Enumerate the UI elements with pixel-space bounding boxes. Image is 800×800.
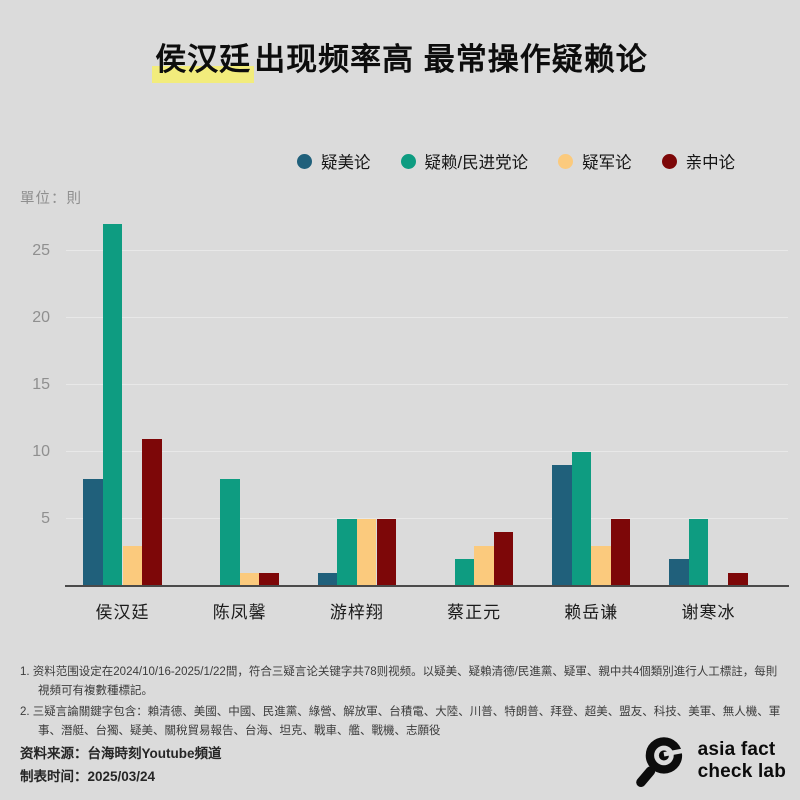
bar-亲中论-谢寒冰 bbox=[728, 572, 748, 586]
bar-疑美论-赖岳谦 bbox=[552, 465, 572, 586]
bar-疑赖/民进党论-侯汉廷 bbox=[102, 224, 123, 586]
bar-疑赖/民进党论-陈凤馨 bbox=[220, 478, 240, 586]
bar-疑美论-谢寒冰 bbox=[669, 559, 689, 586]
bar-亲中论-侯汉廷 bbox=[142, 438, 162, 586]
gridline bbox=[66, 250, 788, 251]
logo-line-2: check lab bbox=[697, 761, 786, 782]
footnote-2: 2. 三疑言論關鍵字包含：賴清德、美國、中國、民進黨、綠營、解放軍、台積電、大陸… bbox=[20, 706, 781, 737]
y-tick-label: 25 bbox=[32, 242, 50, 259]
gridline bbox=[66, 317, 788, 318]
bar-疑军论-陈凤馨 bbox=[239, 572, 260, 586]
y-tick-label: 20 bbox=[32, 309, 50, 326]
bar-亲中论-游梓翔 bbox=[376, 519, 397, 586]
title-highlighted-name: 侯汉廷 bbox=[152, 42, 255, 83]
x-axis-label-游梓翔: 游梓翔 bbox=[329, 603, 384, 622]
page-title: 侯汉廷出现频率高 最常操作疑赖论 bbox=[0, 38, 800, 83]
bar-疑赖/民进党论-蔡正元 bbox=[454, 559, 475, 586]
bar-疑军论-侯汉廷 bbox=[122, 545, 143, 586]
source-info: 资料来源：台海時刻Youtube頻道 制表时间：2025/03/24 bbox=[20, 743, 222, 789]
gridline bbox=[66, 518, 788, 519]
legend: 疑美论 疑赖/民进党论 疑军论 亲中论 bbox=[297, 149, 735, 173]
legend-item-yilai: 疑赖/民进党论 bbox=[400, 149, 529, 173]
bar-疑军论-赖岳谦 bbox=[591, 545, 611, 586]
bar-疑美论-侯汉廷 bbox=[83, 478, 103, 586]
legend-dot-icon bbox=[297, 153, 312, 169]
legend-label: 疑赖/民进党论 bbox=[424, 154, 529, 172]
afcl-logo: asia fact check lab bbox=[632, 733, 786, 789]
y-tick-label: 10 bbox=[32, 443, 50, 460]
gridline bbox=[66, 451, 788, 452]
bar-疑美论-游梓翔 bbox=[317, 572, 338, 586]
gridline bbox=[66, 384, 788, 385]
legend-label: 亲中论 bbox=[685, 154, 736, 172]
x-axis-label-赖岳谦: 赖岳谦 bbox=[564, 603, 619, 622]
legend-label: 疑军论 bbox=[582, 154, 632, 172]
legend-dot-icon bbox=[400, 153, 416, 169]
legend-item-yijun: 疑军论 bbox=[558, 149, 632, 173]
y-tick-label: 5 bbox=[41, 510, 50, 527]
legend-item-qinzhong: 亲中论 bbox=[661, 149, 736, 173]
logo-text: asia fact check lab bbox=[698, 739, 786, 783]
bar-亲中论-蔡正元 bbox=[493, 532, 514, 586]
x-axis-label-蔡正元: 蔡正元 bbox=[447, 603, 502, 622]
y-tick-label: 15 bbox=[32, 376, 50, 393]
bar-疑军论-游梓翔 bbox=[356, 519, 377, 586]
x-axis-label-陈凤馨: 陈凤馨 bbox=[212, 603, 267, 622]
bar-疑赖/民进党论-赖岳谦 bbox=[571, 452, 592, 586]
footnotes: 1. 资料范围设定在2024/10/16-2025/1/22間，符合三疑言论关键… bbox=[20, 663, 784, 744]
bar-亲中论-陈凤馨 bbox=[259, 572, 279, 586]
bar-疑赖/民进党论-游梓翔 bbox=[337, 519, 357, 586]
legend-dot-icon bbox=[661, 153, 677, 169]
data-source-line: 资料来源：台海時刻Youtube頻道 bbox=[20, 746, 222, 761]
legend-label: 疑美论 bbox=[321, 154, 371, 172]
chart-date-line: 制表时间：2025/03/24 bbox=[20, 768, 156, 784]
legend-dot-icon bbox=[558, 153, 574, 169]
footnote-1: 1. 资料范围设定在2024/10/16-2025/1/22間，符合三疑言论关键… bbox=[20, 666, 778, 697]
title-rest: 出现频率高 最常操作疑赖论 bbox=[254, 42, 648, 77]
x-axis-label-谢寒冰: 谢寒冰 bbox=[681, 603, 736, 622]
bar-亲中论-赖岳谦 bbox=[610, 519, 631, 586]
bar-chart: 5 10 15 20 25 侯汉廷 陈凤馨 游梓翔 蔡正元 赖岳谦 谢寒冰 bbox=[0, 200, 800, 622]
x-axis-line bbox=[65, 585, 789, 587]
y-axis-unit-label: 單位：則 bbox=[20, 191, 82, 207]
x-axis-label-侯汉廷: 侯汉廷 bbox=[95, 603, 150, 622]
bar-疑赖/民进党论-谢寒冰 bbox=[688, 519, 709, 586]
legend-item-yimei: 疑美论 bbox=[297, 149, 371, 173]
bar-疑军论-蔡正元 bbox=[474, 545, 494, 586]
magnifier-icon bbox=[635, 737, 686, 788]
logo-line-1: asia fact bbox=[697, 739, 776, 761]
